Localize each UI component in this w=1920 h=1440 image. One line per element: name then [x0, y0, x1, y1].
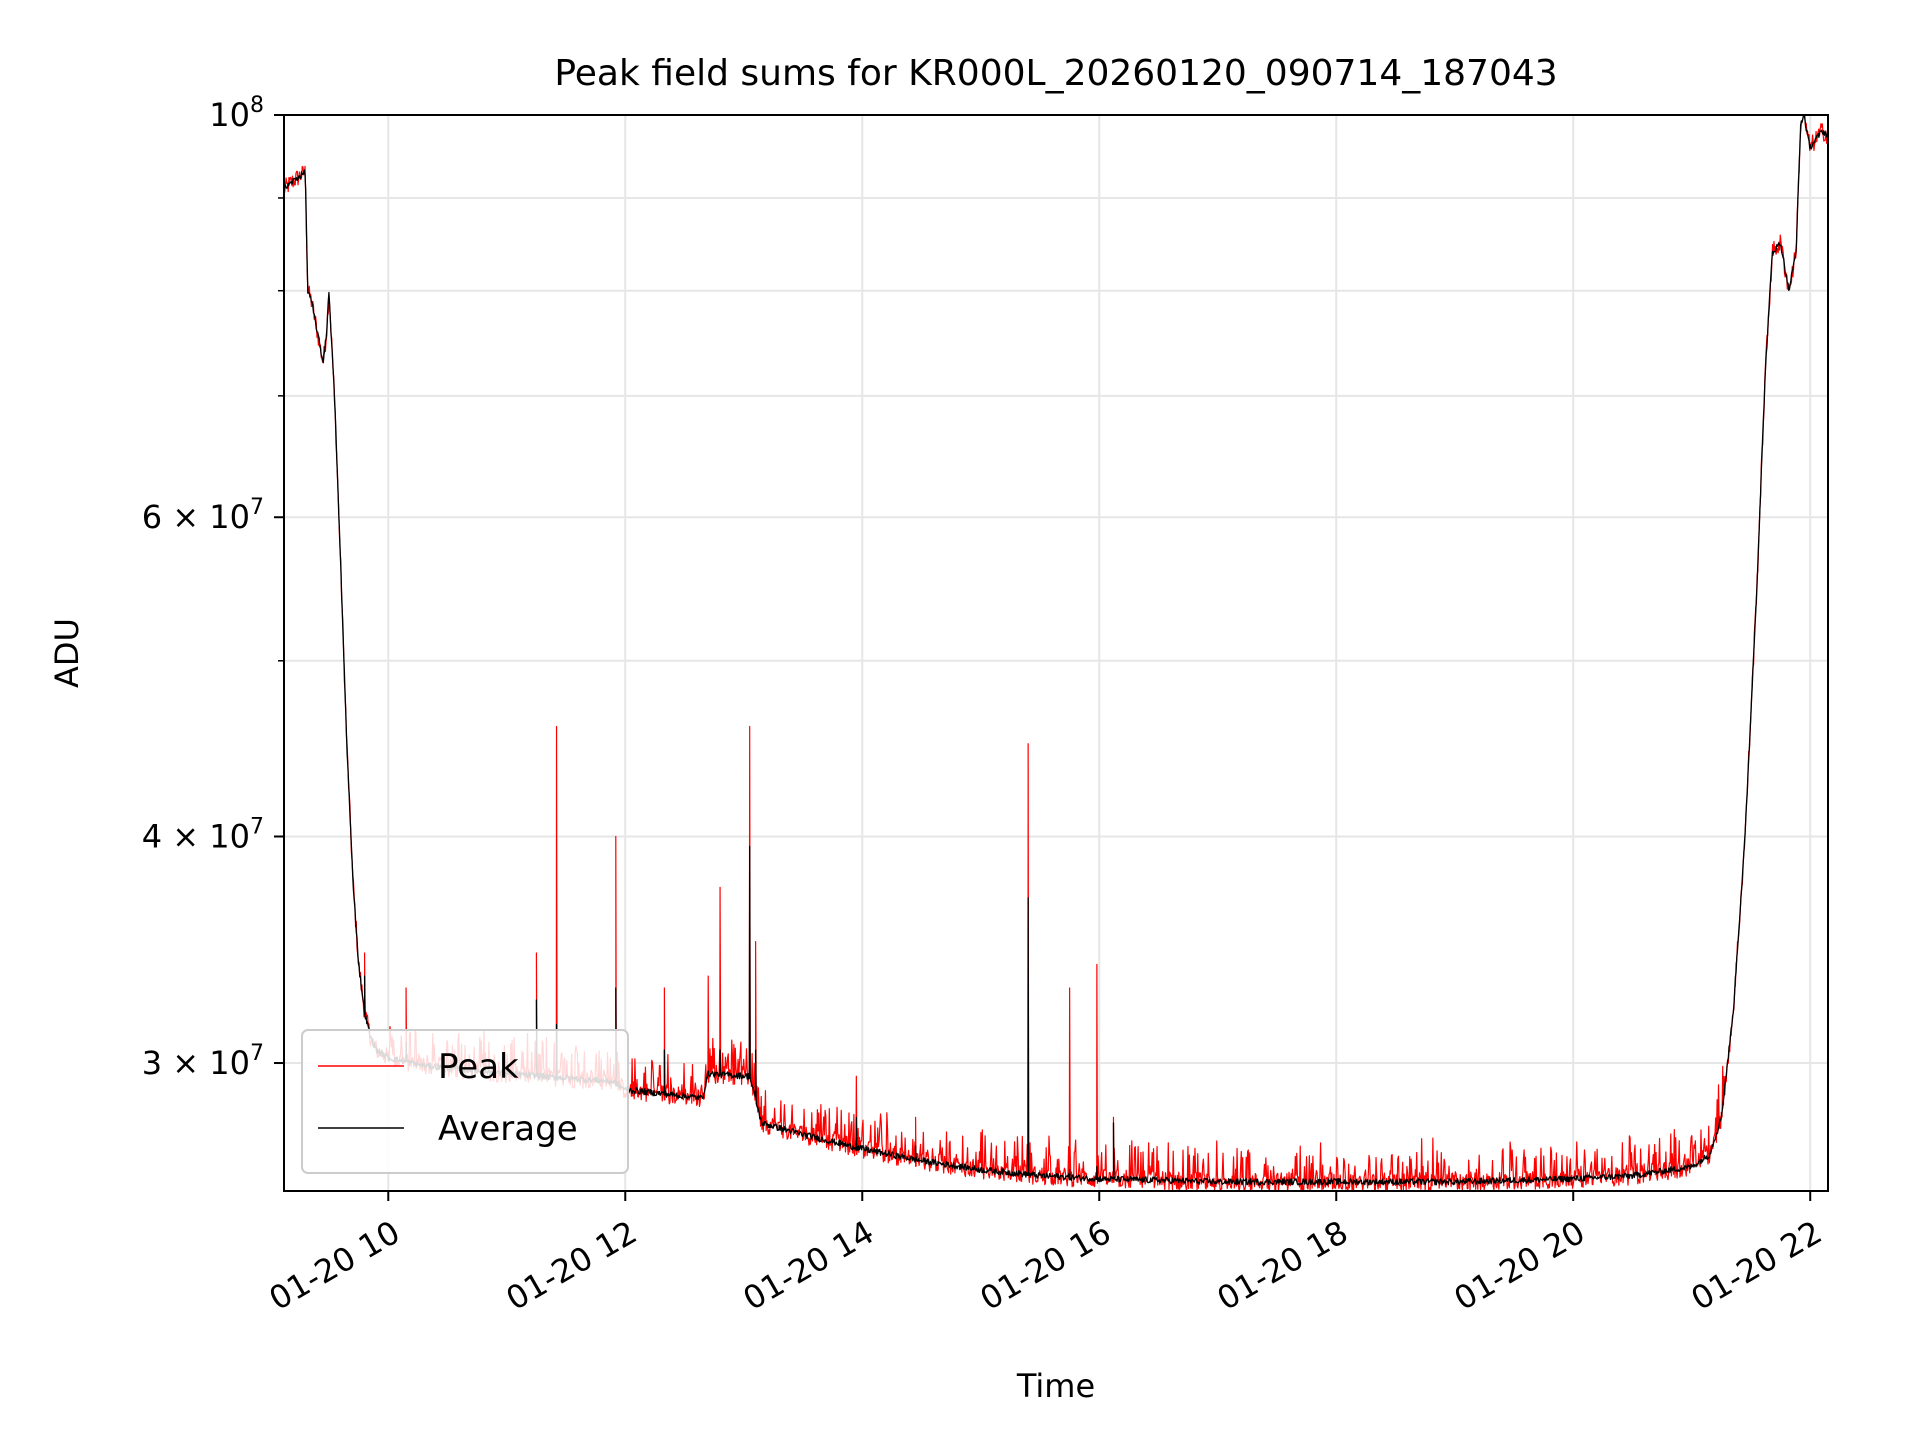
legend-average-label: Average	[438, 1109, 578, 1149]
y-tick-label-base: 4 × 10	[142, 818, 250, 856]
y-axis-label: ADU	[48, 618, 86, 688]
plot-frame	[283, 114, 1829, 1192]
y-tick-label: 4 × 107	[142, 815, 264, 856]
y-tick-label: 6 × 107	[142, 495, 264, 536]
y-tick-label-base: 6 × 10	[142, 498, 250, 536]
chart-title: Peak field sums for KR000L_20260120_0907…	[554, 53, 1557, 94]
y-tick-label-base: 10	[209, 96, 250, 134]
y-tick-label: 108	[209, 93, 264, 134]
legend-peak-label: Peak	[438, 1047, 519, 1087]
y-tick-label-base: 3 × 10	[142, 1044, 250, 1082]
y-tick-label-exponent: 8	[250, 93, 264, 118]
y-tick-label-exponent: 7	[250, 495, 264, 520]
y-tick-label-exponent: 7	[250, 815, 264, 840]
x-axis-label: Time	[1016, 1367, 1095, 1405]
y-tick-label-exponent: 7	[250, 1041, 264, 1066]
y-tick-label: 3 × 107	[142, 1041, 264, 1082]
legend: Peak Average	[301, 1029, 629, 1174]
